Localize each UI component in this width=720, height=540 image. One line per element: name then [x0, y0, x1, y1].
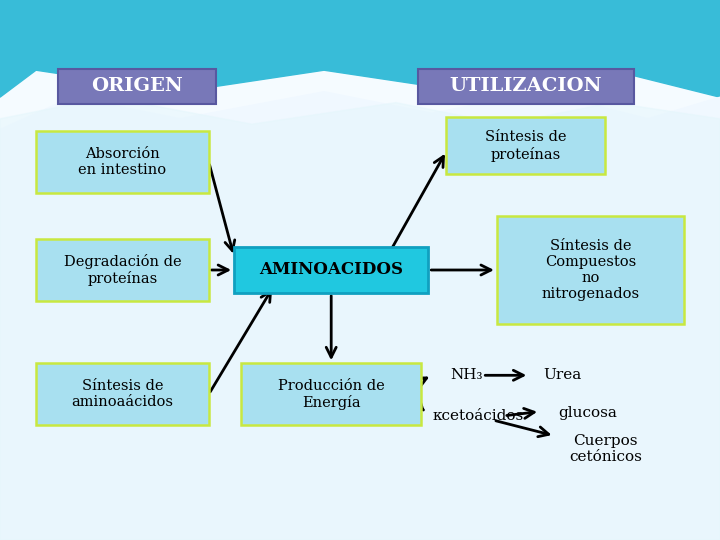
Text: Síntesis de
aminoaácidos: Síntesis de aminoaácidos	[71, 379, 174, 409]
FancyBboxPatch shape	[58, 69, 216, 104]
Text: ORIGEN: ORIGEN	[91, 77, 183, 96]
Text: Absorción
en intestino: Absorción en intestino	[78, 147, 166, 177]
FancyBboxPatch shape	[36, 131, 209, 193]
FancyBboxPatch shape	[241, 363, 421, 426]
Text: Síntesis de
proteínas: Síntesis de proteínas	[485, 130, 567, 161]
FancyBboxPatch shape	[234, 247, 428, 293]
FancyBboxPatch shape	[36, 239, 209, 301]
Polygon shape	[0, 65, 720, 540]
Text: glucosa: glucosa	[558, 406, 617, 420]
FancyBboxPatch shape	[446, 117, 605, 174]
Text: AMINOACIDOS: AMINOACIDOS	[259, 261, 403, 279]
Text: NH₃: NH₃	[450, 368, 482, 382]
Text: Cuerpos
cetónicos: Cuerpos cetónicos	[569, 434, 642, 464]
Polygon shape	[0, 97, 720, 540]
FancyBboxPatch shape	[497, 216, 684, 324]
FancyBboxPatch shape	[36, 363, 209, 426]
Text: Síntesis de
Compuestos
no
nitrogenados: Síntesis de Compuestos no nitrogenados	[541, 239, 639, 301]
Text: Producción de
Energía: Producción de Energía	[278, 379, 384, 410]
Polygon shape	[0, 0, 720, 97]
Text: Degradación de
proteínas: Degradación de proteínas	[63, 254, 181, 286]
Text: UTILIZACION: UTILIZACION	[449, 77, 602, 96]
FancyBboxPatch shape	[418, 69, 634, 104]
Text: Urea: Urea	[544, 368, 582, 382]
Text: κcetoácidos: κcetoácidos	[432, 409, 523, 423]
Polygon shape	[0, 92, 720, 540]
